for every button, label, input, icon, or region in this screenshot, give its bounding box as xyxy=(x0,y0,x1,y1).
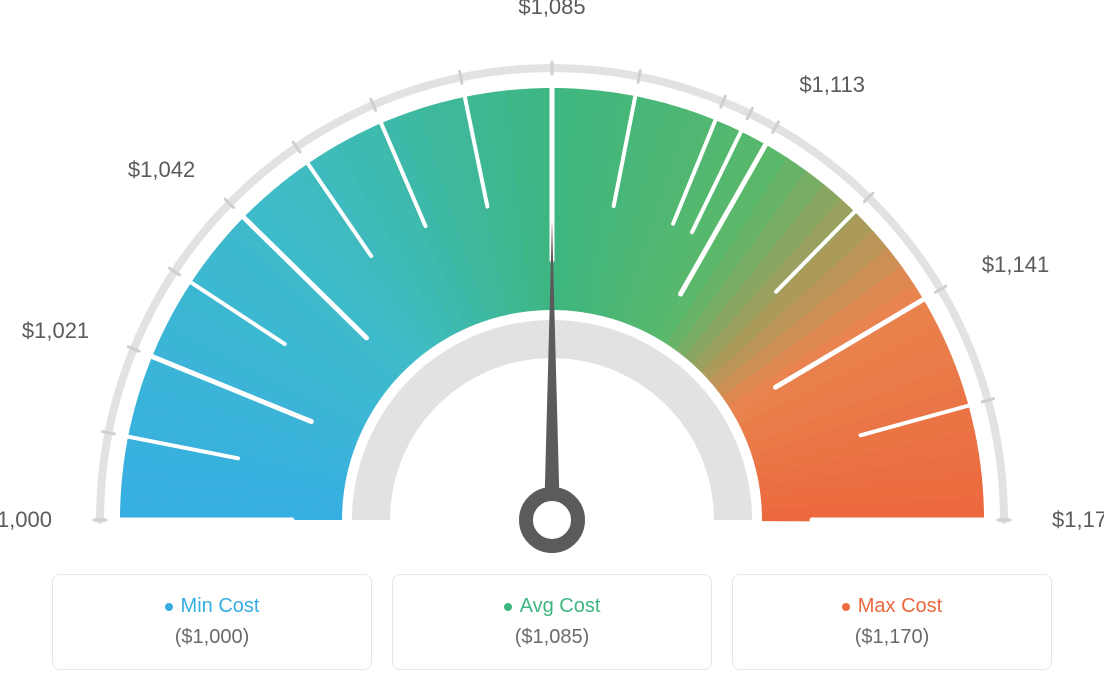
legend-label-avg: Avg Cost xyxy=(520,595,601,618)
legend-dot-max xyxy=(842,603,850,611)
legend-head-max: Max Cost xyxy=(842,595,942,618)
gauge-tick-label: $1,113 xyxy=(799,72,865,98)
gauge-tick-label: $1,141 xyxy=(982,252,1049,278)
legend-card-min: Min Cost ($1,000) xyxy=(52,574,372,670)
gauge-tick-label: $1,021 xyxy=(22,318,89,344)
gauge-tick-label: $1,042 xyxy=(128,157,195,183)
gauge-tick-label: $1,170 xyxy=(1052,507,1104,533)
gauge-tick-label: $1,085 xyxy=(518,0,585,20)
cost-gauge-container: $1,000 $1,021 $1,042 $1,085 $1,113 $1,141 $1,1… xyxy=(0,0,1104,690)
legend-head-avg: Avg Cost xyxy=(504,595,601,618)
legend-head-min: Min Cost xyxy=(165,595,260,618)
legend-value-max: ($1,170) xyxy=(855,626,930,649)
legend-value-avg: ($1,085) xyxy=(515,626,590,649)
gauge-area: $1,000 $1,021 $1,042 $1,085 $1,113 $1,141 $1,1… xyxy=(0,0,1104,560)
legend-dot-min xyxy=(165,603,173,611)
legend-card-avg: Avg Cost ($1,085) xyxy=(392,574,712,670)
gauge-tick-label: $1,000 xyxy=(0,507,52,533)
legend-dot-avg xyxy=(504,603,512,611)
legend-value-min: ($1,000) xyxy=(175,626,250,649)
legend-label-min: Min Cost xyxy=(181,595,260,618)
legend-card-max: Max Cost ($1,170) xyxy=(732,574,1052,670)
legend-label-max: Max Cost xyxy=(858,595,942,618)
legend-row: Min Cost ($1,000) Avg Cost ($1,085) Max … xyxy=(52,574,1052,670)
gauge-svg xyxy=(0,0,1104,560)
